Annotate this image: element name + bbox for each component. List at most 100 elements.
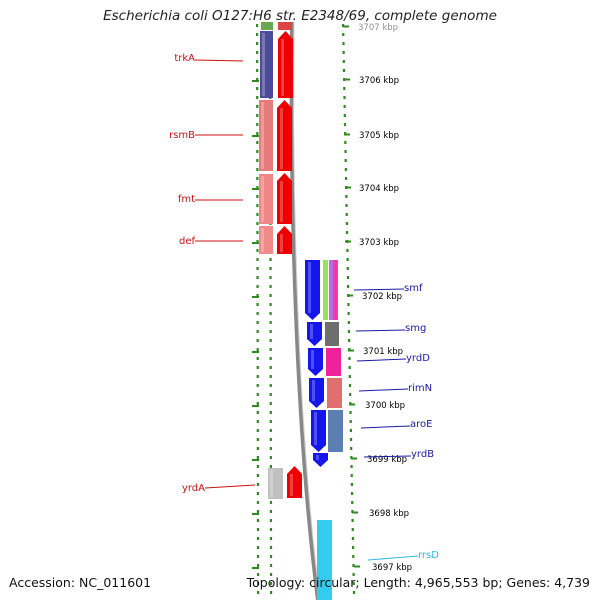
track-dot: [256, 339, 259, 342]
track-dot: [269, 267, 272, 270]
scale-tick-label: 3704 kbp: [359, 184, 399, 194]
gene-label-left: def: [179, 236, 196, 247]
track-dot: [351, 501, 354, 504]
track-dot: [345, 231, 349, 234]
track-dot: [256, 195, 259, 198]
smg-block: [325, 322, 339, 346]
track-dot: [256, 456, 259, 459]
minor-tick-mark: [252, 135, 259, 137]
track-dot: [269, 321, 272, 324]
track-dot: [256, 582, 260, 585]
track-dot: [269, 573, 273, 576]
block-shine: [308, 262, 311, 313]
track-dot: [269, 276, 272, 279]
right-gene-labels: smf smg yrdD rimN aroE yrdB rrsD: [353, 283, 439, 561]
minor-tick-mark: [252, 351, 259, 353]
track-dot: [256, 483, 259, 486]
track-dot: [256, 420, 259, 423]
track-dot: [269, 582, 273, 585]
scale-tick-mark: [349, 403, 355, 406]
scale-tick-mark: [343, 25, 349, 28]
track-dot: [256, 321, 259, 324]
track-dot: [256, 366, 259, 369]
track-dot: [351, 519, 354, 522]
track-dot: [342, 42, 345, 45]
track-dot: [256, 78, 259, 81]
track-dot: [269, 294, 272, 297]
track-dot: [269, 258, 272, 261]
minor-tick-mark: [252, 567, 259, 569]
track-dot: [256, 240, 259, 243]
track-dot: [269, 393, 272, 396]
track-dot: [269, 447, 272, 450]
track-dot: [352, 546, 355, 549]
minor-tick-mark: [252, 459, 259, 461]
track-dot: [347, 285, 350, 288]
minor-tick-mark: [252, 513, 259, 515]
scale-tick-mark: [344, 78, 350, 81]
fmt-arrow: [277, 173, 292, 224]
genome-line: [289, 21, 321, 600]
track-dot: [345, 195, 348, 198]
track-dot: [344, 141, 347, 144]
track-dot: [256, 114, 259, 117]
scale-tick-mark: [348, 349, 354, 352]
gene-label-right: yrdD: [406, 353, 430, 364]
track-dot: [256, 465, 259, 468]
gene-label-left: fmt: [178, 194, 195, 205]
smf-green-block: [323, 260, 328, 320]
scale-tick-mark: [347, 294, 353, 297]
track-dot: [256, 411, 259, 414]
track-dot: [256, 60, 259, 63]
track-dot: [269, 330, 272, 333]
track-dot: [269, 429, 272, 432]
track-dot: [269, 519, 273, 522]
track-dot: [349, 393, 352, 396]
track-dot: [269, 303, 272, 306]
track-dot: [346, 258, 349, 261]
track-dot: [350, 483, 353, 486]
track-dot: [349, 429, 352, 432]
track-dot: [342, 33, 345, 36]
track-dot: [256, 510, 260, 513]
scale-tick-label: 3707 kbp: [358, 23, 398, 33]
gene-label-right: rrsD: [418, 550, 439, 561]
scale-tick-label: 3702 kbp: [362, 292, 402, 302]
track-dot: [269, 456, 272, 459]
track-dot: [256, 168, 259, 171]
scale-tick-label: 3706 kbp: [359, 76, 399, 86]
track-dot: [269, 591, 273, 594]
scale-tick-mark: [345, 240, 351, 243]
track-dot: [269, 528, 273, 531]
genome-title: Escherichia coli O127:H6 str. E2348/69, …: [103, 8, 497, 24]
track-dot: [256, 276, 259, 279]
track-dot: [256, 141, 259, 144]
track-dot: [269, 312, 272, 315]
smg-arrow: [307, 322, 322, 346]
track-dot: [343, 123, 347, 126]
scale-tick-label: 3697 kbp: [372, 563, 412, 573]
smf-purple-block: [329, 260, 333, 320]
track-dot: [256, 501, 260, 504]
block-shine: [270, 470, 273, 497]
track-dot: [349, 420, 352, 423]
scale-ticks: 3707 kbp 3706 kbp 3705 kbp 3704 kbp 3703 kbp…: [252, 23, 412, 573]
track-dot: [346, 249, 349, 252]
track-dot: [256, 393, 259, 396]
track-dot: [347, 303, 350, 306]
topology-text: Topology: circular; Length: 4,965,553 bp…: [246, 575, 590, 590]
track-dot: [256, 438, 259, 441]
gene-leader-line: [204, 484, 256, 489]
minor-tick-mark: [252, 405, 259, 407]
block-shine: [311, 350, 314, 369]
track-dot: [256, 330, 259, 333]
track-dots: [256, 24, 356, 594]
track-dot: [350, 492, 354, 495]
trkA-arrow: [278, 31, 293, 98]
track-dot: [352, 573, 355, 576]
track-dot: [256, 177, 259, 180]
track-dot: [352, 564, 355, 567]
rsmB-block: [259, 100, 273, 171]
block-shine: [290, 474, 293, 496]
